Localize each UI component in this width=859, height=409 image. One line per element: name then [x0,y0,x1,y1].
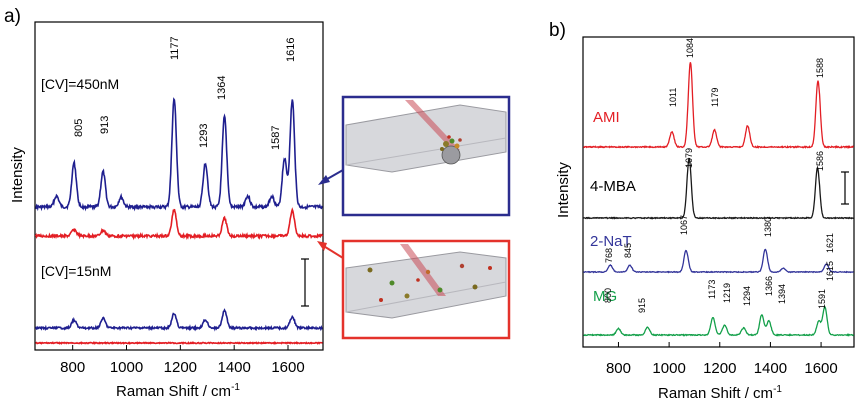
panel-b-label: b) [549,20,566,41]
peak-label-1173: 1173 [707,280,717,299]
spectrum-a-0 [35,97,323,212]
peak-label-1067: 1067 [679,215,689,235]
peak-label-1011: 1011 [668,88,678,107]
spectrum-b-3 [583,305,855,337]
annotation-15nm: [CV]=15nM [41,263,111,279]
peak-label-845: 845 [623,243,633,258]
inset-red-arrow [321,244,344,259]
panel-b-frame [582,36,855,348]
series-name-4-mba: 4-MBA [590,178,636,195]
peak-label-1586: 1586 [815,151,825,171]
inset-dispersed-nanoparticles [317,239,511,340]
spectrum-b-2 [583,248,854,274]
panel-a: a) Intensity 800 1000 1200 1400 1600 Ram… [4,6,324,400]
panel-a-tick-label: 1600 [271,359,304,376]
panel-b-x-ticks [617,342,822,347]
panel-b-ylabel: Intensity [555,162,572,218]
peak-label-1294: 1294 [742,286,752,306]
panel-b-tick-label: 1400 [754,360,787,377]
inset-aggregated-nanoparticle [318,95,511,217]
peak-label-1366: 1366 [764,276,774,296]
peak-label-1079: 1079 [684,148,694,168]
peak-label-1084: 1084 [685,38,695,58]
panel-a-tick-label: 1200 [164,359,197,376]
panel-a-tick-label: 1400 [217,359,250,376]
peak-label-1293: 1293 [198,124,210,148]
spectrum-b-1 [583,157,854,220]
peak-label-1364: 1364 [216,76,228,100]
panel-b-xlabel: Raman Shift / cm-1 [658,384,782,402]
peak-label-1394: 1394 [777,284,787,304]
panel-a-frame [34,21,324,351]
panel-a-series [34,97,324,346]
spectrum-a-3 [35,341,323,346]
panel-b: b) Intensity 800 1000 1200 1400 1600 Ram… [549,20,855,402]
peak-label-800: 800 [603,288,613,303]
panel-a-x-ticks [72,345,289,350]
peak-label-768: 768 [604,248,614,263]
peak-label-1380: 1380 [763,217,773,237]
spectrum-a-2 [34,308,323,332]
panel-a-ylabel: Intensity [9,147,26,203]
series-name-2-nat: 2-NaT [590,233,632,250]
annotation-450nm: [CV]=450nM [41,76,119,92]
panel-a-peak-labels: 805 913 1177 1293 1364 1587 1616 [73,36,297,150]
peak-label-1591: 1591 [817,289,827,309]
intensity-scale-bar-a [301,258,309,307]
series-name-mg: MG [593,288,617,305]
peak-label-1179: 1179 [710,88,720,107]
peak-label-1587: 1587 [270,126,282,150]
panel-a-tick-label: 1000 [110,359,143,376]
spectrum-b-0 [582,62,855,150]
peak-label-1616: 1616 [285,38,297,62]
peak-label-1588: 1588 [815,58,825,78]
peak-label-913: 913 [99,116,111,134]
panel-b-tick-label: 1000 [652,360,685,377]
peak-label-1219: 1219 [722,283,732,303]
series-name-ami: AMI [593,109,620,126]
panel-a-label: a) [4,6,21,27]
peak-label-915: 915 [637,298,647,313]
panel-a-x-tick-labels: 800 1000 1200 1400 1600 [60,359,305,376]
panel-a-xlabel: Raman Shift / cm-1 [116,382,240,400]
intensity-scale-bar-b [841,171,849,205]
panel-b-tick-label: 1200 [703,360,736,377]
inset-blue-laser [405,100,460,150]
inset-red-laser [400,244,446,296]
panel-b-tick-label: 1600 [804,360,837,377]
peak-label-805: 805 [73,119,85,137]
inset-blue-bead [441,145,461,165]
panel-b-peak-labels: 1011 1084 1179 1588 1079 1586 768 845 10… [603,38,835,313]
panel-b-series [582,62,855,337]
panel-a-tick-label: 800 [60,359,85,376]
peak-label-1177: 1177 [169,36,181,60]
panel-b-x-tick-labels: 800 1000 1200 1400 1600 [606,360,838,377]
panel-b-tick-label: 800 [606,360,631,377]
spectrum-a-1 [34,207,324,241]
peak-label-1615: 1615 [825,261,835,281]
peak-label-1621: 1621 [825,233,835,253]
